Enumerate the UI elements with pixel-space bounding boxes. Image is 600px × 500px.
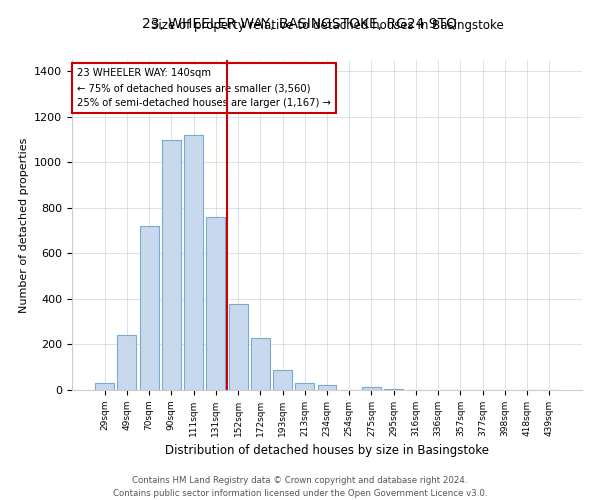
Bar [184,135,203,390]
Text: Contains HM Land Registry data © Crown copyright and database right 2024.
Contai: Contains HM Land Registry data © Crown c… [113,476,487,498]
Bar [206,217,225,390]
Bar [317,386,337,390]
Y-axis label: Number of detached properties: Number of detached properties [19,138,29,312]
Text: 23, WHEELER WAY, BASINGSTOKE, RG24 9TQ: 23, WHEELER WAY, BASINGSTOKE, RG24 9TQ [143,18,458,32]
Bar [384,389,403,390]
Title: Size of property relative to detached houses in Basingstoke: Size of property relative to detached ho… [151,20,503,32]
Bar [251,338,270,390]
Text: 23 WHEELER WAY: 140sqm
← 75% of detached houses are smaller (3,560)
25% of semi-: 23 WHEELER WAY: 140sqm ← 75% of detached… [77,68,331,108]
Bar [229,304,248,390]
Bar [118,336,136,390]
Bar [162,140,181,390]
X-axis label: Distribution of detached houses by size in Basingstoke: Distribution of detached houses by size … [165,444,489,458]
Bar [273,370,292,390]
Bar [95,383,114,390]
Bar [295,383,314,390]
Bar [140,226,158,390]
Bar [362,386,381,390]
